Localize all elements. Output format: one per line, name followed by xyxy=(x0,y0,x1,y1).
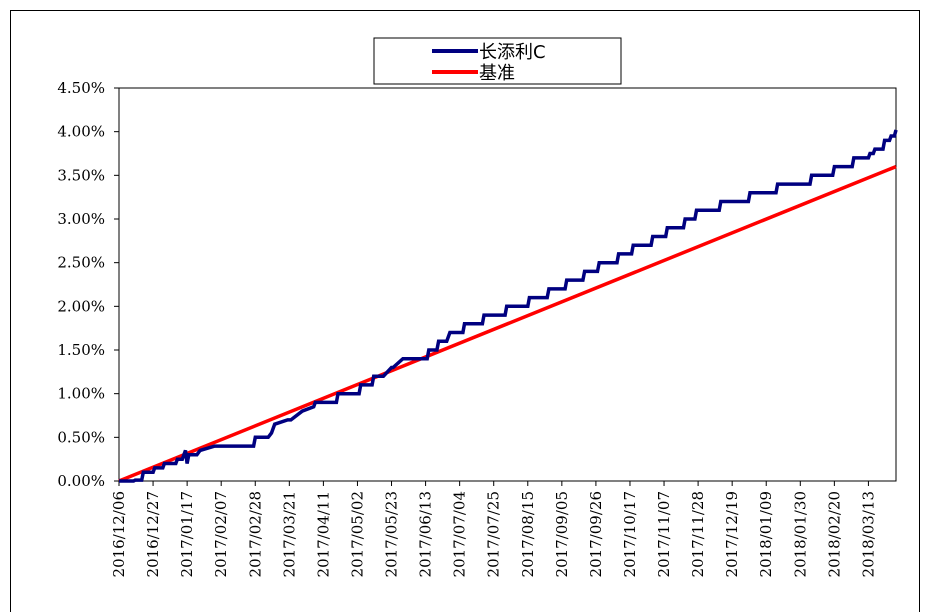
y-tick-label: 4.00% xyxy=(57,123,105,141)
y-axis: 0.00% 0.50% 1.00% 1.50% 2.00% 2.50% 3.00% 3.50%… xyxy=(57,79,119,490)
chart-frame xyxy=(10,10,920,612)
x-tick-label: 2016/12/06 xyxy=(110,491,128,577)
x-tick-label: 2017/05/02 xyxy=(348,491,366,577)
x-tick-label: 2017/10/17 xyxy=(621,491,639,577)
x-tick-label: 2017/12/19 xyxy=(723,491,741,577)
y-tick-label: 0.50% xyxy=(57,428,105,446)
y-tick-label: 1.00% xyxy=(57,385,105,403)
y-tick-label: 2.50% xyxy=(57,254,105,272)
legend-box xyxy=(373,37,622,85)
x-tick-label: 2017/04/11 xyxy=(314,491,332,577)
y-tick-label: 0.00% xyxy=(57,472,105,490)
y-tick-label: 3.50% xyxy=(57,166,105,184)
x-tick-label: 2018/03/13 xyxy=(859,491,877,577)
y-tick-label: 3.00% xyxy=(57,210,105,228)
x-tick-label: 2017/01/17 xyxy=(178,491,196,577)
x-tick-label: 2017/09/05 xyxy=(553,491,571,577)
x-tick-label: 2018/01/09 xyxy=(757,491,775,577)
x-axis: 2016/12/06 2016/12/27 2017/01/17 2017/02/07… xyxy=(110,481,877,577)
x-tick-label: 2017/06/13 xyxy=(417,491,435,577)
series-line-benchmark xyxy=(118,164,897,483)
x-tick-label: 2017/11/07 xyxy=(655,491,673,577)
x-tick-label: 2018/02/20 xyxy=(825,491,843,577)
x-tick-label: 2017/03/21 xyxy=(280,491,298,577)
x-tick-label: 2017/08/15 xyxy=(519,491,537,577)
series-layer xyxy=(118,129,898,483)
y-tick-label: 1.50% xyxy=(57,341,105,359)
plot-border xyxy=(118,87,897,482)
legend-label: 长添利C xyxy=(479,42,546,63)
y-tick-label: 2.00% xyxy=(57,297,105,315)
x-tick-label: 2018/01/30 xyxy=(791,491,809,577)
x-tick-label: 2017/02/07 xyxy=(212,491,230,577)
x-tick-label: 2017/07/04 xyxy=(451,491,469,577)
plot-area xyxy=(118,87,897,482)
x-tick-label: 2017/07/25 xyxy=(485,491,503,577)
legend-label: 基准 xyxy=(479,63,515,84)
x-tick-label: 2017/11/28 xyxy=(689,491,707,577)
x-tick-label: 2017/02/28 xyxy=(246,491,264,577)
series-line-changtianli-c xyxy=(119,129,898,483)
x-tick-label: 2017/05/23 xyxy=(383,491,401,577)
x-tick-label: 2017/09/26 xyxy=(587,491,605,577)
y-tick-label: 4.50% xyxy=(57,79,105,97)
x-tick-label: 2016/12/27 xyxy=(144,491,162,577)
